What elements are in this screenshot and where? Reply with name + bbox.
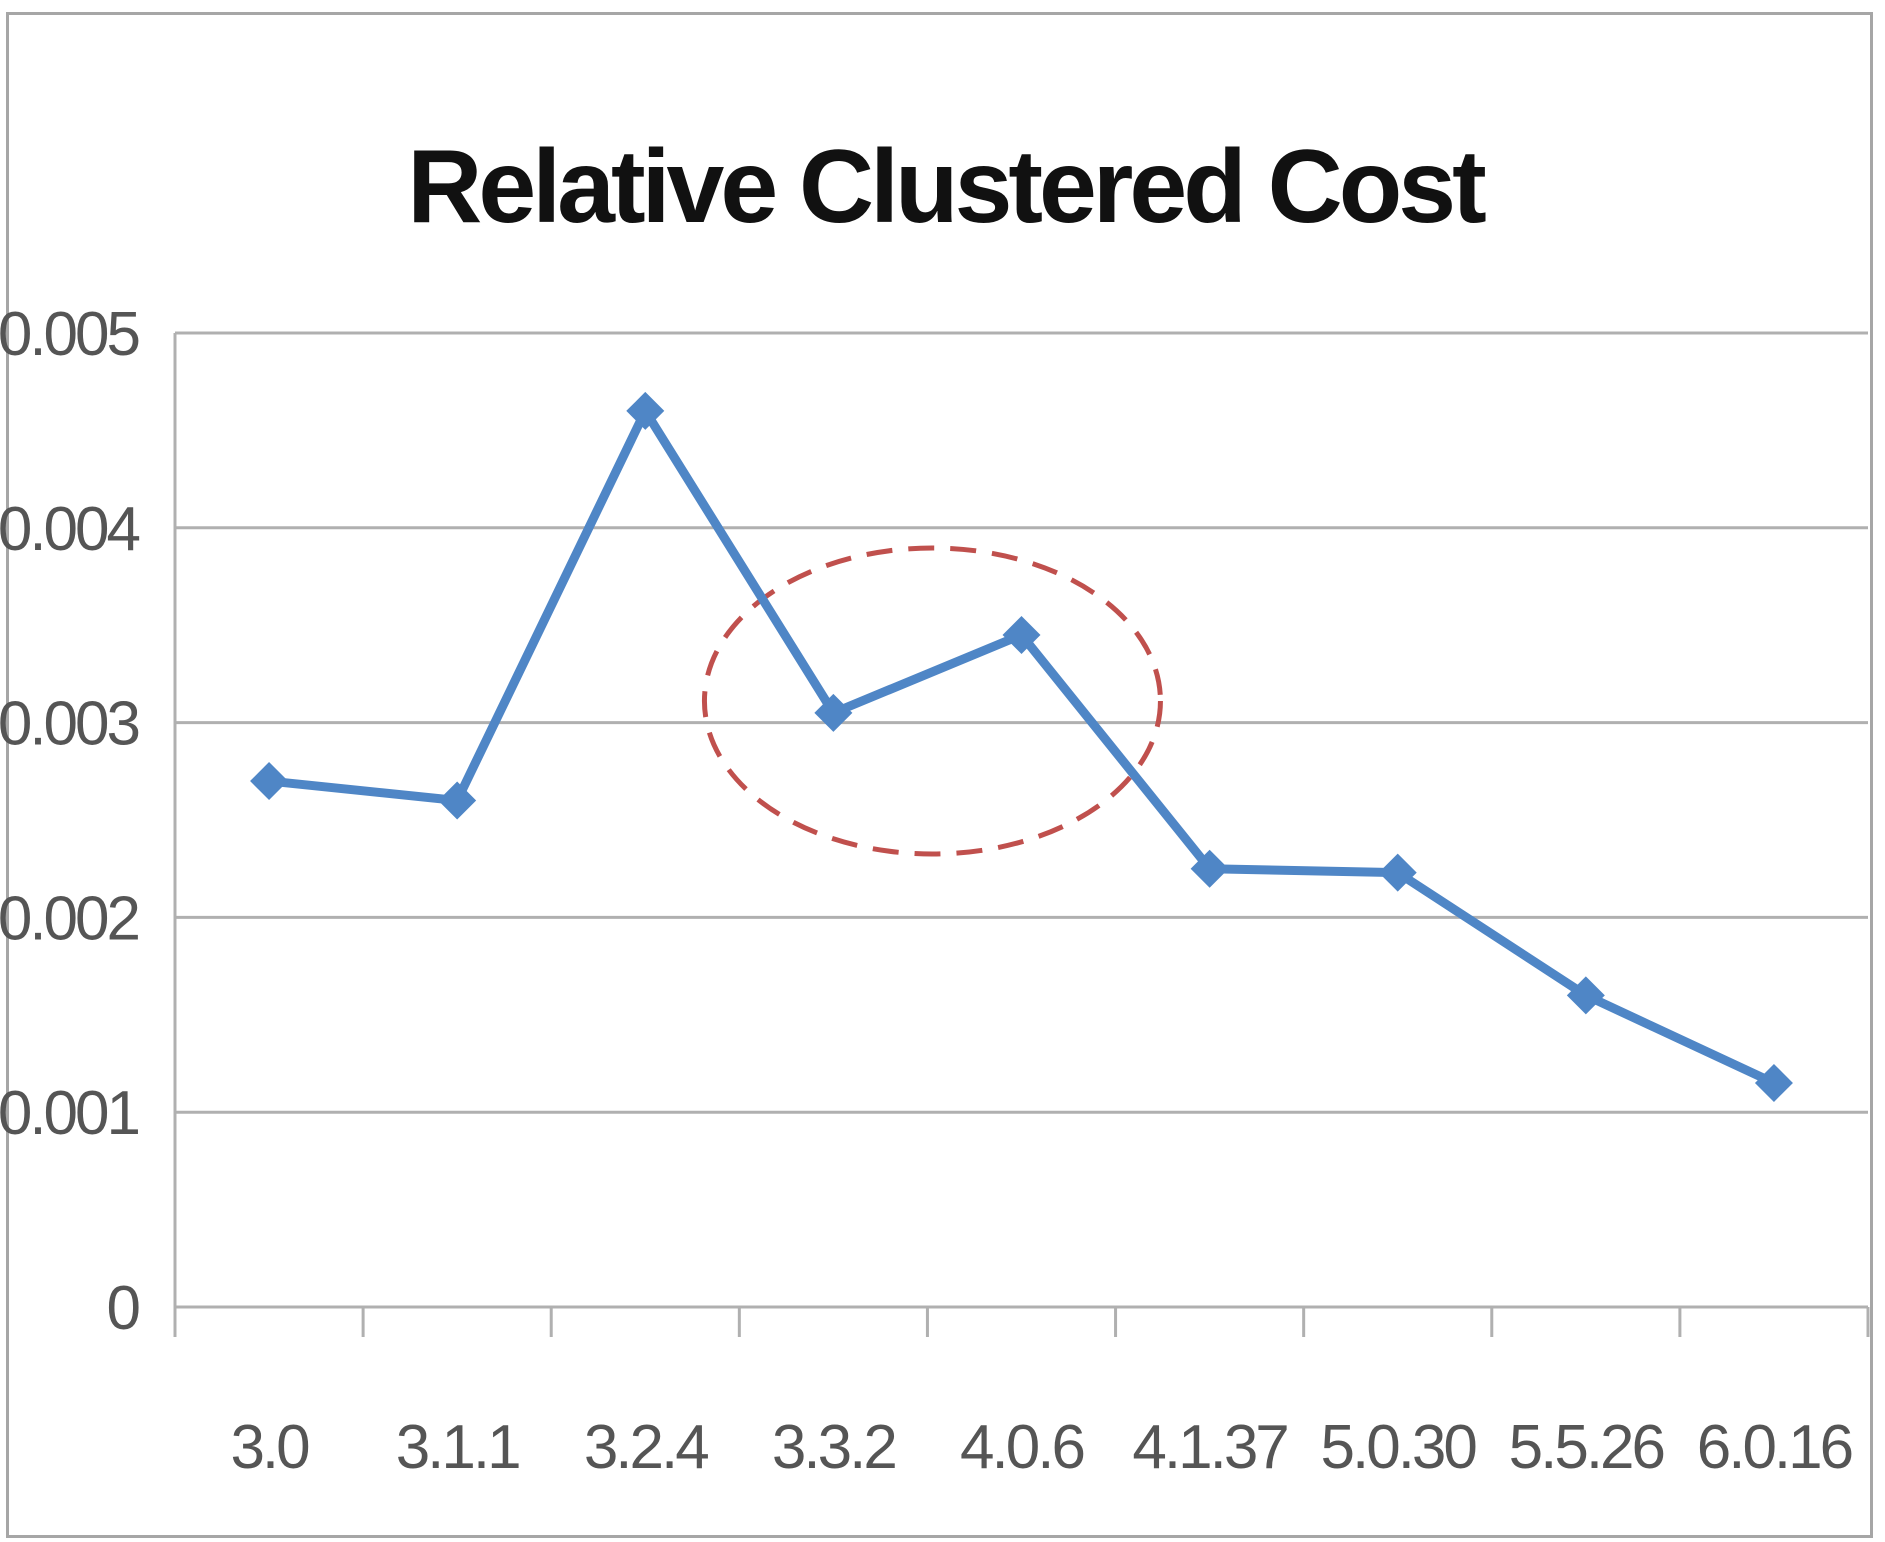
x-tick-label: 3.0 (230, 1413, 309, 1482)
x-tick-label: 4.0.6 (960, 1413, 1083, 1482)
series-line (264, 406, 1779, 1088)
data-point-marker (1190, 849, 1229, 888)
x-tick-label: 5.5.26 (1509, 1413, 1664, 1482)
y-tick-label: 0.004 (0, 495, 140, 564)
y-tick-label: 0.005 (0, 300, 139, 369)
highlight-ellipse (701, 545, 1163, 857)
gridlines (175, 331, 1868, 1114)
y-tick-label: 0.002 (0, 884, 139, 953)
tick-labels: 0 0.001 0.002 0.003 0.004 0.005 3.0 3.1.1 3.2.4 3… (0, 300, 1855, 1482)
chart-title: Relative Clustered Cost (407, 129, 1486, 245)
y-tick-label: 0.001 (0, 1079, 139, 1148)
data-point-marker (250, 762, 289, 801)
x-tick-label: 3.3.2 (772, 1413, 895, 1482)
chart-frame (6, 12, 1873, 1538)
y-tick-label: 0.003 (0, 690, 139, 759)
annotation-layer (701, 545, 1163, 857)
series-layer (250, 391, 1793, 1102)
data-point-marker (1566, 976, 1605, 1015)
data-point-marker (626, 391, 665, 430)
data-point-marker (1754, 1063, 1793, 1102)
x-tick-label: 5.0.30 (1321, 1413, 1477, 1482)
data-point-marker (438, 781, 477, 820)
data-point-marker (1378, 853, 1417, 892)
axes (173, 333, 1870, 1337)
data-point-marker (814, 693, 853, 732)
x-tick-label: 3.1.1 (396, 1413, 519, 1482)
y-tick-label: 0 (107, 1274, 140, 1343)
x-tick-label: 6.0.16 (1697, 1413, 1852, 1482)
data-point-marker (1002, 615, 1041, 654)
x-tick-label: 3.2.4 (584, 1413, 708, 1482)
x-tick-label: 4.1.37 (1132, 1413, 1287, 1482)
